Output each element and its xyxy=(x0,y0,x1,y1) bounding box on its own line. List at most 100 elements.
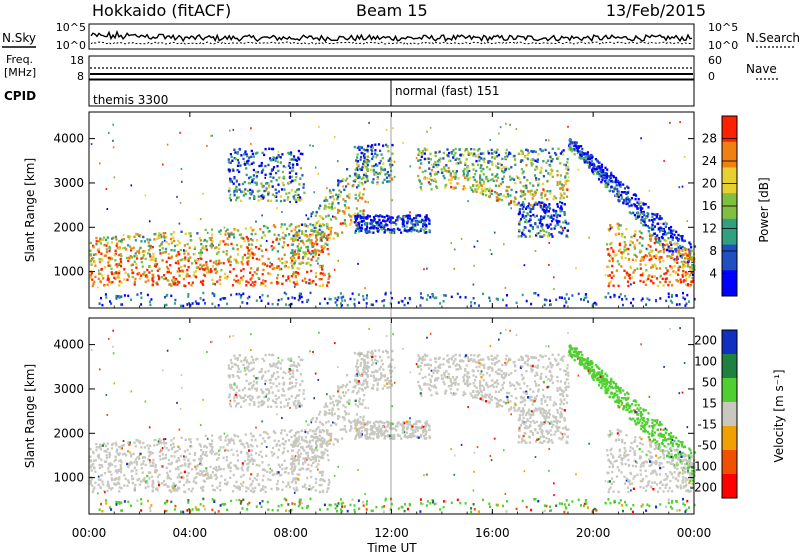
data-cell xyxy=(600,163,603,166)
data-cell xyxy=(290,275,293,278)
data-cell xyxy=(675,294,678,297)
data-cell xyxy=(610,276,613,279)
data-cell xyxy=(306,270,309,274)
data-cell xyxy=(138,251,141,255)
data-cell xyxy=(303,191,306,194)
data-cell xyxy=(642,219,645,222)
data-cell xyxy=(291,264,294,268)
data-cell xyxy=(184,256,187,259)
data-cell xyxy=(326,453,329,457)
data-cell xyxy=(366,144,370,148)
data-cell xyxy=(360,352,363,355)
data-cell xyxy=(243,180,246,184)
data-cell xyxy=(177,473,180,476)
y-tick-label: 4000 xyxy=(53,132,84,146)
data-cell xyxy=(110,267,113,270)
data-cell xyxy=(158,437,161,441)
data-cell xyxy=(517,202,520,205)
data-cell xyxy=(193,477,196,480)
data-cell xyxy=(422,219,425,223)
data-cell xyxy=(262,262,265,265)
data-cell xyxy=(137,456,140,459)
data-cell xyxy=(409,211,411,214)
data-cell xyxy=(248,197,251,200)
data-cell xyxy=(371,303,374,307)
data-cell xyxy=(321,474,324,477)
data-cell xyxy=(356,362,359,365)
data-cell xyxy=(287,297,290,300)
data-cell xyxy=(424,227,427,230)
data-cell xyxy=(166,477,169,480)
data-cell xyxy=(210,449,213,452)
data-cell xyxy=(276,472,279,475)
data-cell xyxy=(472,154,475,157)
data-cell xyxy=(164,296,166,299)
data-cell xyxy=(89,249,92,252)
data-cell xyxy=(666,232,669,235)
data-cell xyxy=(238,233,241,237)
data-cell xyxy=(285,303,288,306)
data-cell xyxy=(539,220,542,223)
data-cell xyxy=(363,217,366,220)
data-cell xyxy=(664,280,667,283)
data-cell xyxy=(292,440,295,443)
data-cell xyxy=(104,293,107,296)
data-cell xyxy=(403,227,407,231)
data-cell xyxy=(640,137,642,140)
data-cell xyxy=(290,169,294,173)
data-cell xyxy=(276,276,279,280)
data-cell xyxy=(588,157,592,161)
data-cell xyxy=(216,280,219,283)
data-cell xyxy=(167,252,170,256)
data-cell xyxy=(328,408,331,412)
power-scatter-data xyxy=(89,121,697,308)
data-cell xyxy=(357,174,360,177)
data-cell xyxy=(259,450,262,453)
data-cell xyxy=(294,249,297,252)
data-cell xyxy=(268,147,271,150)
data-cell xyxy=(300,295,303,299)
data-cell xyxy=(256,444,259,448)
data-cell xyxy=(215,458,219,461)
data-cell xyxy=(675,230,678,233)
data-cell xyxy=(620,252,623,256)
power-colorbar-label: Power [dB] xyxy=(757,177,771,242)
data-cell xyxy=(501,180,504,184)
data-cell xyxy=(690,250,693,253)
data-cell xyxy=(206,266,209,269)
data-cell xyxy=(334,437,337,441)
data-cell xyxy=(448,170,451,173)
data-cell xyxy=(260,236,263,239)
data-cell xyxy=(556,213,559,217)
data-cell xyxy=(91,484,94,487)
data-cell xyxy=(410,228,413,232)
data-cell xyxy=(621,232,624,236)
data-cell xyxy=(314,214,317,217)
data-cell xyxy=(337,385,340,388)
data-cell xyxy=(356,359,359,362)
data-cell xyxy=(519,189,523,193)
data-cell xyxy=(628,273,631,277)
data-cell xyxy=(141,462,144,465)
data-cell xyxy=(273,473,276,476)
data-cell xyxy=(236,281,239,284)
data-cell xyxy=(379,170,383,173)
data-cell xyxy=(669,299,672,303)
data-cell xyxy=(353,298,356,301)
data-cell xyxy=(256,473,259,476)
data-cell xyxy=(363,156,366,159)
data-cell xyxy=(479,191,482,194)
data-cell xyxy=(154,259,157,263)
data-cell xyxy=(241,469,244,472)
data-cell xyxy=(486,165,489,169)
data-cell xyxy=(521,231,524,234)
data-cell xyxy=(641,207,644,210)
data-cell xyxy=(463,172,466,175)
data-cell xyxy=(247,181,250,185)
data-cell xyxy=(280,429,283,432)
data-cell xyxy=(611,264,614,268)
data-cell xyxy=(339,386,342,389)
data-cell xyxy=(673,243,676,246)
data-cell xyxy=(467,200,469,203)
data-cell xyxy=(364,200,367,203)
